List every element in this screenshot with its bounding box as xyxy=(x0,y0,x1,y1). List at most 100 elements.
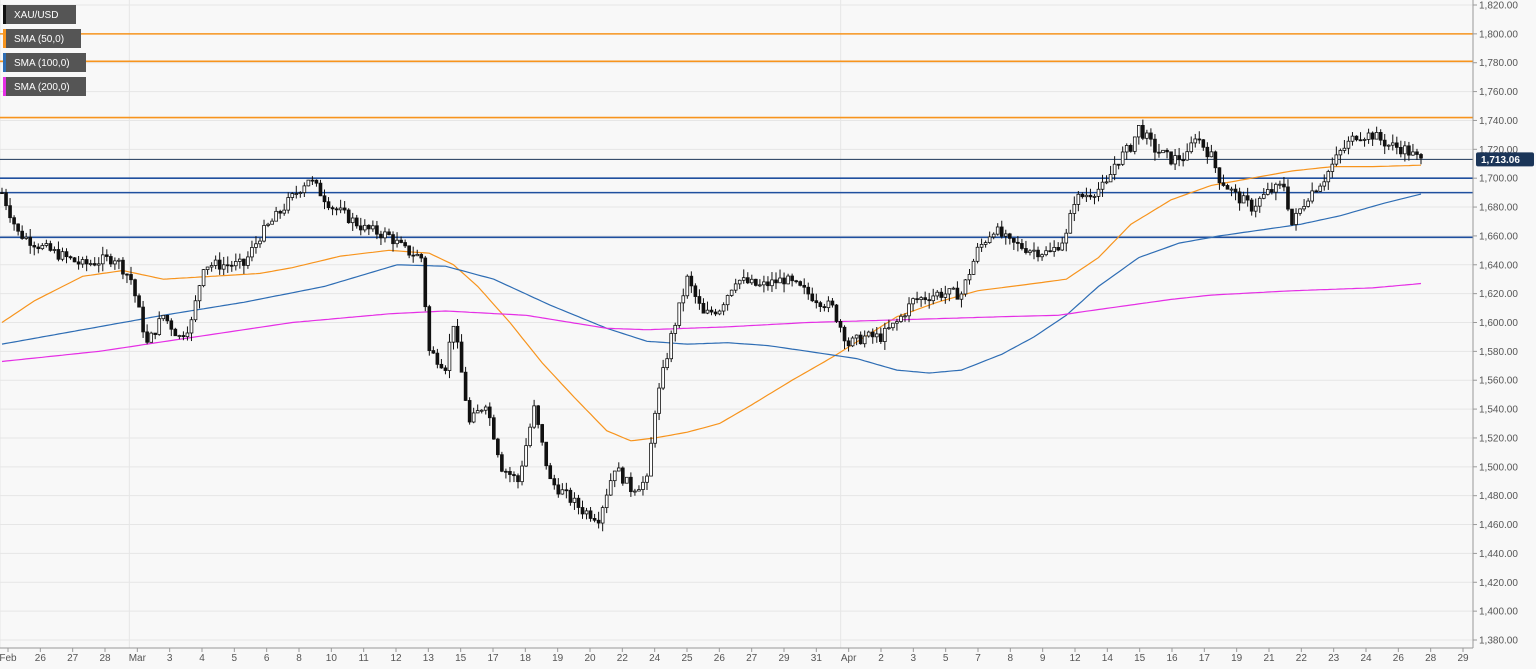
candle xyxy=(1048,242,1052,253)
candle-body xyxy=(342,207,347,211)
candle xyxy=(1294,208,1298,231)
candle-body xyxy=(701,302,706,314)
candle-body xyxy=(367,224,371,230)
candle-body xyxy=(246,256,250,266)
candle-body xyxy=(1040,254,1044,258)
candle-body xyxy=(520,465,524,483)
candle xyxy=(1270,182,1274,195)
candle xyxy=(1221,174,1226,187)
candle xyxy=(1261,188,1266,200)
candle xyxy=(830,297,835,308)
candle xyxy=(1366,128,1371,144)
candle xyxy=(435,348,440,369)
candle-body xyxy=(258,240,262,245)
candle xyxy=(693,283,698,304)
candle-body xyxy=(1003,233,1008,237)
candle xyxy=(600,505,605,532)
candle-body xyxy=(588,510,593,519)
candle-body xyxy=(504,470,508,473)
candle xyxy=(1076,190,1081,212)
legend-item-sma-100[interactable]: SMA (100,0) xyxy=(3,53,86,72)
candle xyxy=(363,219,367,233)
candle xyxy=(60,247,65,262)
candle xyxy=(1310,182,1314,204)
candle xyxy=(447,333,452,379)
legend-label: SMA (200,0) xyxy=(14,82,70,93)
candle xyxy=(621,466,625,486)
candle xyxy=(1036,246,1040,262)
candle-body xyxy=(794,280,798,283)
candle xyxy=(1217,167,1222,190)
candle-body xyxy=(1233,188,1238,193)
candle xyxy=(1342,140,1347,154)
candle-body xyxy=(229,264,234,267)
candle xyxy=(294,185,299,199)
candle-body xyxy=(653,412,657,444)
candle-body xyxy=(254,243,258,248)
candle xyxy=(1169,151,1173,166)
candle xyxy=(20,225,24,240)
x-tick-label: 28 xyxy=(99,653,111,664)
candle xyxy=(141,300,145,338)
candlesticks xyxy=(0,119,1423,532)
candle-body xyxy=(576,497,581,508)
candle-body xyxy=(907,303,911,317)
candle-body xyxy=(645,475,649,483)
candle xyxy=(616,462,621,472)
candle-body xyxy=(137,295,141,308)
candle-body xyxy=(217,259,222,270)
candle-body xyxy=(100,254,105,265)
candle xyxy=(395,232,399,248)
candle xyxy=(379,230,383,245)
candle xyxy=(653,410,657,448)
x-tick-label: 10 xyxy=(326,653,338,664)
candle xyxy=(1205,142,1210,164)
x-tick-label: 13 xyxy=(423,653,435,664)
candle-body xyxy=(564,489,569,492)
candle-body xyxy=(238,258,242,262)
candle-body xyxy=(334,208,339,211)
candle-body xyxy=(1318,185,1323,192)
candle xyxy=(92,257,97,267)
candle-body xyxy=(512,474,516,477)
candle xyxy=(161,314,166,322)
x-tick-label: 20 xyxy=(584,653,596,664)
candle-body xyxy=(451,325,456,343)
candle xyxy=(471,407,476,424)
candle xyxy=(371,220,375,232)
candle xyxy=(891,322,895,331)
candle xyxy=(169,318,174,337)
candle-body xyxy=(810,293,815,302)
y-tick-label: 1,560.00 xyxy=(1479,376,1518,387)
candle-body xyxy=(36,246,41,250)
candle-body xyxy=(64,251,69,258)
legend-item-sma-50[interactable]: SMA (50,0) xyxy=(3,29,81,48)
candle xyxy=(1241,191,1246,204)
y-tick-label: 1,620.00 xyxy=(1479,289,1518,300)
candle xyxy=(1390,134,1395,151)
candle-body xyxy=(649,442,653,477)
candle-body xyxy=(1266,189,1270,195)
legend-item-sma-200[interactable]: SMA (200,0) xyxy=(3,77,86,96)
candle xyxy=(1302,199,1306,212)
candle-body xyxy=(1386,144,1391,147)
candle xyxy=(415,249,420,257)
candle xyxy=(919,296,923,307)
candle xyxy=(879,327,883,344)
candle xyxy=(661,359,665,391)
candle xyxy=(177,334,182,340)
candle xyxy=(729,289,734,297)
candle-body xyxy=(379,233,383,239)
candle-body xyxy=(1310,190,1314,202)
candle-body xyxy=(524,445,528,467)
legend-item-xauusd[interactable]: XAU/USD xyxy=(3,5,76,24)
candle xyxy=(1298,208,1302,216)
candle-body xyxy=(818,302,823,307)
candle-body xyxy=(242,258,246,266)
candle-body xyxy=(274,210,278,222)
candle xyxy=(8,198,12,223)
candle-body xyxy=(604,494,609,509)
candle xyxy=(862,330,867,348)
candle xyxy=(927,292,931,309)
